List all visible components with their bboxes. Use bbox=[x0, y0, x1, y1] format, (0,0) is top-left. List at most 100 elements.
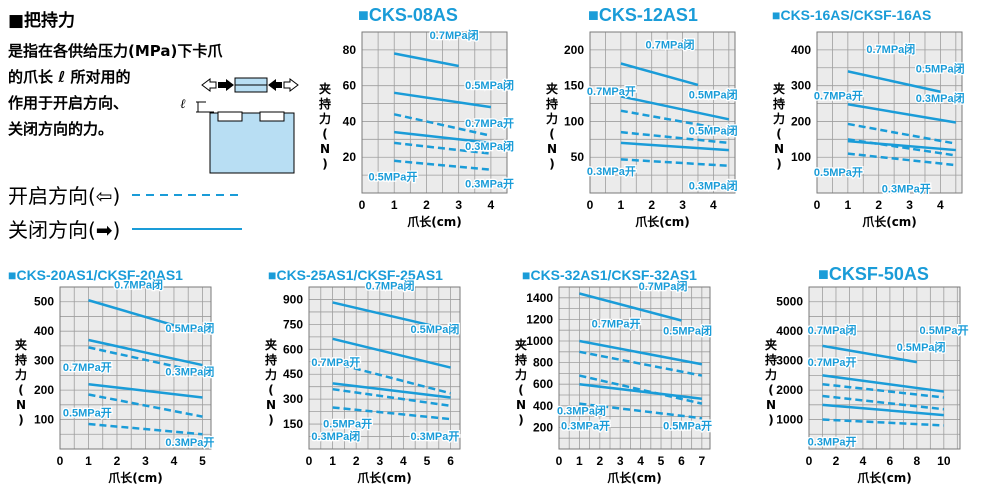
x-axis-label: 爪长(cm) bbox=[857, 470, 912, 485]
x-axis-label: 爪长(cm) bbox=[862, 214, 917, 229]
series-line bbox=[332, 337, 451, 369]
series-label: 0.3MPa开 bbox=[165, 436, 214, 449]
y-tick-label: 3000 bbox=[776, 354, 803, 368]
y-tick-label: 600 bbox=[533, 377, 553, 391]
series-line bbox=[579, 402, 702, 420]
series-label: 0.7MPa开 bbox=[465, 117, 514, 130]
series-line bbox=[847, 70, 941, 93]
series-line bbox=[332, 387, 451, 408]
chart-title: ■CKS-32AS1/CKSF-32AS1 bbox=[522, 267, 697, 283]
series-label: 0.3MPa开 bbox=[465, 178, 514, 191]
x-axis-label: 爪长(cm) bbox=[407, 214, 462, 229]
x-tick-label: 0 bbox=[587, 198, 594, 212]
series-label: 0.7MPa开 bbox=[311, 356, 360, 369]
y-tick-label: 600 bbox=[283, 342, 303, 356]
series-label: 0.5MPa闭 bbox=[663, 324, 712, 338]
series-line bbox=[579, 292, 682, 322]
x-axis-label: 爪长(cm) bbox=[635, 214, 690, 229]
x-tick-label: 4 bbox=[860, 454, 867, 468]
y-tick-label: 1000 bbox=[776, 413, 803, 427]
y-tick-label: 1200 bbox=[526, 312, 553, 326]
series-line bbox=[88, 393, 203, 418]
series-label: 0.3MPa开 bbox=[561, 420, 610, 433]
series-label: 0.5MPa闭 bbox=[916, 61, 965, 75]
x-tick-label: 3 bbox=[679, 198, 686, 212]
x-tick-label: 2 bbox=[596, 454, 603, 468]
x-tick-label: 6 bbox=[447, 454, 454, 468]
legend-close: 关闭方向(➡) bbox=[8, 214, 246, 243]
series-label: 0.5MPa开 bbox=[323, 417, 372, 430]
y-tick-label: 400 bbox=[533, 399, 553, 413]
chart-title: ■CKS-16AS/CKSF-16AS bbox=[772, 7, 932, 23]
chart-title: ■CKS-08AS bbox=[358, 5, 458, 25]
x-tick-label: 1 bbox=[85, 454, 92, 468]
chart-title: ■CKS-12AS1 bbox=[588, 5, 698, 25]
series-label: 0.5MPa开 bbox=[663, 420, 712, 433]
series-line bbox=[822, 382, 944, 399]
series-line bbox=[620, 109, 730, 132]
series-label: 0.3MPa闭 bbox=[557, 403, 606, 417]
y-tick-label: 800 bbox=[533, 356, 553, 370]
series-label: 0.5MPa闭 bbox=[465, 78, 514, 92]
series-line bbox=[394, 141, 492, 155]
series-label: 0.5MPa开 bbox=[63, 407, 112, 420]
plot-area bbox=[809, 287, 960, 449]
x-tick-label: 1 bbox=[329, 454, 336, 468]
y-tick-label: 300 bbox=[791, 79, 811, 93]
y-tick-label: 40 bbox=[343, 114, 357, 128]
chart-title: ■CKS-25AS1/CKSF-25AS1 bbox=[268, 267, 443, 283]
y-tick-label: 200 bbox=[34, 383, 54, 397]
series-label: 0.7MPa闭 bbox=[366, 278, 415, 292]
series-line bbox=[332, 301, 440, 329]
series-label: 0.3MPa开 bbox=[587, 165, 636, 178]
series-label: 0.5MPa开 bbox=[368, 170, 417, 183]
series-label: 0.3MPa闭 bbox=[465, 139, 514, 153]
series-label: 0.7MPa开 bbox=[814, 89, 863, 102]
series-label: 0.7MPa闭 bbox=[646, 37, 695, 51]
description-line: 的爪长 ℓ 所对用的 bbox=[8, 68, 131, 86]
series-line bbox=[579, 339, 703, 366]
y-tick-label: 150 bbox=[283, 417, 303, 431]
series-line bbox=[620, 158, 729, 168]
series-line bbox=[579, 350, 703, 377]
y-axis-label: 夹持力(N) bbox=[514, 338, 527, 427]
series-line bbox=[393, 52, 459, 68]
y-tick-label: 1000 bbox=[526, 334, 553, 348]
plot-frame bbox=[59, 286, 212, 450]
y-axis-label: 夹持力(N) bbox=[318, 82, 331, 171]
series-line bbox=[332, 382, 451, 399]
series-line bbox=[393, 113, 492, 137]
series-line bbox=[847, 122, 957, 145]
plot-frame bbox=[558, 286, 711, 450]
plot-frame bbox=[589, 31, 736, 194]
y-tick-label: 300 bbox=[34, 354, 54, 368]
series-line bbox=[822, 394, 944, 411]
x-tick-label: 1 bbox=[391, 198, 398, 212]
series-line bbox=[579, 382, 702, 401]
series-line bbox=[847, 152, 956, 167]
y-tick-label: 450 bbox=[283, 367, 303, 381]
x-tick-label: 6 bbox=[887, 454, 894, 468]
y-tick-label: 100 bbox=[564, 114, 584, 128]
y-tick-label: 80 bbox=[343, 43, 357, 57]
plot-area bbox=[559, 287, 710, 449]
series-line bbox=[394, 91, 492, 109]
x-tick-label: 7 bbox=[698, 454, 705, 468]
series-line bbox=[88, 382, 203, 399]
plot-area bbox=[590, 32, 735, 193]
x-axis-label: 爪长(cm) bbox=[108, 470, 163, 485]
series-label: 0.7MPa开 bbox=[808, 356, 857, 369]
series-label: 0.5MPa闭 bbox=[897, 340, 946, 354]
x-tick-label: 0 bbox=[806, 454, 813, 468]
x-tick-label: 0 bbox=[57, 454, 64, 468]
plot-frame bbox=[361, 31, 508, 194]
x-tick-label: 0 bbox=[814, 198, 821, 212]
x-tick-label: 3 bbox=[142, 454, 149, 468]
series-line bbox=[822, 403, 944, 417]
x-tick-label: 2 bbox=[423, 198, 430, 212]
x-tick-label: 3 bbox=[376, 454, 383, 468]
